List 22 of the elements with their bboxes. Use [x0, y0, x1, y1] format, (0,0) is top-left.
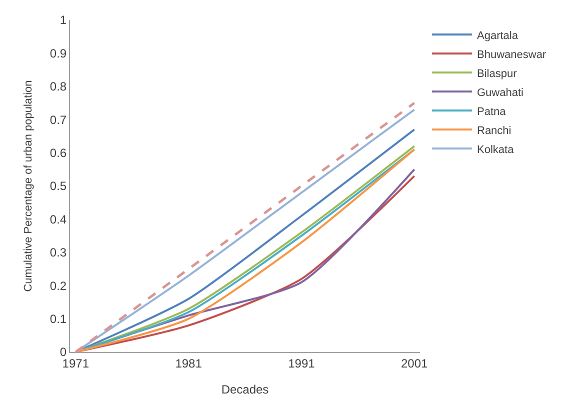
legend-label: Agartala: [477, 30, 519, 42]
legend-label: Ranchi: [477, 124, 512, 137]
y-tick-label: 0.2: [50, 278, 67, 293]
legend-label: Bilaspur: [477, 68, 518, 80]
y-tick-label: 0.6: [50, 146, 67, 160]
y-tick-label: 1: [60, 13, 67, 28]
x-tick-label: 2001: [401, 356, 428, 370]
legend-label: Kolkata: [477, 144, 515, 156]
y-tick-label: 0.8: [50, 80, 67, 94]
x-tick-label: 1981: [175, 356, 202, 370]
legend-label: Bhuwaneswar: [477, 48, 546, 61]
legend-label: Guwahati: [477, 86, 524, 99]
y-tick-label: 0.7: [50, 112, 67, 127]
y-tick-label: 0.5: [50, 179, 67, 194]
y-tick-label: 0.1: [50, 312, 67, 326]
y-tick-label: 0.4: [50, 212, 67, 226]
x-axis-title: Decades: [221, 382, 269, 396]
y-tick-label: 0.3: [50, 246, 67, 260]
y-tick-label: 0.9: [50, 46, 67, 60]
y-axis-title: Cumulative Percentage of urban population: [22, 80, 35, 292]
legend-label: Patna: [477, 106, 507, 118]
x-tick-label: 1991: [288, 356, 316, 370]
